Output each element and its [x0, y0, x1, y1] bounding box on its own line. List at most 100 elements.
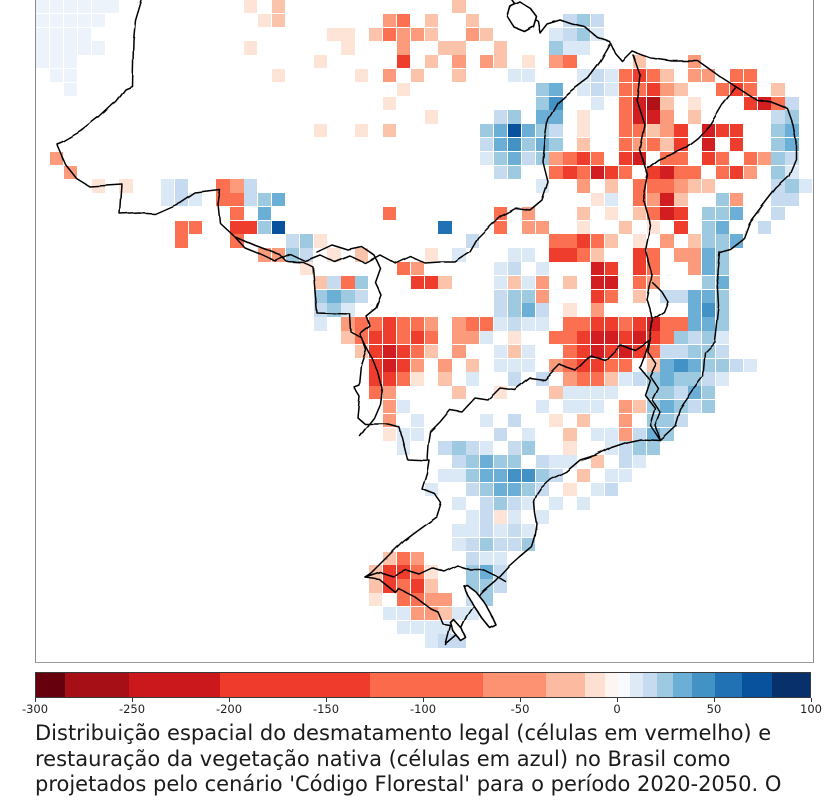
grid-cell [507, 248, 522, 262]
grid-cell [466, 579, 480, 593]
grid-cell [355, 289, 369, 303]
grid-cell [327, 289, 341, 303]
grid-cell [688, 303, 702, 317]
grid-cell [618, 124, 633, 138]
grid-cell [632, 206, 646, 221]
grid-cell [604, 179, 619, 193]
grid-cell [743, 96, 757, 110]
grid-cell [521, 220, 535, 234]
grid-cell [382, 413, 397, 428]
grid-cell [577, 151, 591, 165]
grid-cell [577, 317, 591, 331]
grid-cell [493, 565, 508, 579]
grid-cell [535, 303, 549, 317]
grid-cell [466, 468, 480, 483]
grid-cell [702, 275, 716, 290]
grid-cell [438, 41, 452, 55]
grid-cell [355, 68, 369, 83]
grid-cell [271, 220, 286, 234]
grid-cell [493, 165, 508, 179]
grid-cell [480, 579, 494, 593]
grid-cell [688, 289, 702, 303]
grid-cell [674, 124, 688, 138]
grid-cell [507, 510, 522, 524]
grid-cell [660, 427, 674, 441]
grid-cell [591, 482, 605, 496]
grid-cell [604, 68, 619, 83]
grid-cell [396, 551, 411, 565]
grid-cell [660, 413, 674, 428]
grid-cell [632, 68, 646, 83]
grid-cell [63, 165, 78, 179]
grid-cell [63, 41, 78, 55]
grid-cell [63, 68, 78, 83]
grid-cell [563, 317, 577, 331]
grid-cell [313, 55, 327, 69]
grid-cell [688, 317, 702, 331]
grid-cell [369, 27, 383, 41]
grid-cell [577, 413, 591, 428]
grid-cell [258, 206, 272, 221]
grid-cell [646, 358, 660, 372]
grid-cell [632, 124, 646, 138]
grid-cell [618, 468, 633, 483]
grid-cell [410, 27, 424, 41]
grid-cell [618, 455, 633, 469]
grid-cell [577, 110, 591, 124]
grid-cell [466, 551, 480, 565]
grid-cell [715, 165, 730, 179]
colorbar-segment [657, 673, 674, 697]
grid-cell [604, 317, 619, 331]
grid-cell [674, 206, 688, 221]
grid-cell [313, 289, 327, 303]
grid-cell [424, 579, 438, 593]
grid-cell [604, 468, 619, 483]
grid-cell [577, 27, 591, 41]
grid-cell [369, 372, 383, 386]
grid-cell [507, 262, 522, 276]
grid-cell [604, 386, 619, 400]
grid-cell [632, 151, 646, 165]
grid-cell [216, 193, 230, 207]
grid-cell [480, 524, 494, 538]
grid-cell [396, 262, 411, 276]
grid-cell [507, 124, 522, 138]
grid-cell [771, 124, 785, 138]
grid-cell [688, 344, 702, 359]
grid-cell [452, 386, 466, 400]
grid-cell [646, 137, 660, 152]
grid-cell [632, 96, 646, 110]
grid-cell [604, 358, 619, 372]
grid-cell [452, 496, 466, 510]
grid-cell [660, 206, 674, 221]
grid-cell [646, 344, 660, 359]
grid-cell [702, 179, 716, 193]
grid-cell [396, 427, 411, 441]
grid-cell [480, 317, 494, 331]
grid-cell [258, 13, 272, 28]
grid-cell [521, 496, 535, 510]
grid-cell [424, 565, 438, 579]
grid-cell [493, 110, 508, 124]
grid-cell [63, 0, 78, 14]
grid-cell [674, 165, 688, 179]
grid-cell [271, 248, 286, 262]
grid-cell [480, 441, 494, 455]
grid-cell [49, 151, 64, 165]
grid-cell [396, 593, 411, 607]
grid-cell [535, 510, 549, 524]
grid-cell [535, 124, 549, 138]
grid-cell [396, 606, 411, 621]
grid-cell [188, 193, 202, 207]
grid-cell [396, 620, 411, 634]
grid-cell [674, 331, 688, 345]
colorbar-segment [691, 673, 715, 697]
grid-cell [452, 68, 466, 83]
grid-cell [660, 68, 674, 83]
grid-cell [424, 13, 438, 28]
grid-cell [660, 289, 674, 303]
grid-cell [591, 358, 605, 372]
colorbar-tickmark [423, 698, 424, 702]
grid-cell [632, 372, 646, 386]
colorbar-segment [129, 673, 220, 697]
